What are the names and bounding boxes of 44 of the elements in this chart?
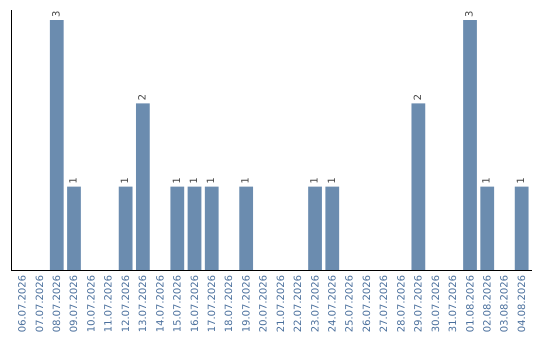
data-label: 1 <box>189 177 200 184</box>
x-tick-label: 18.07.2026 <box>224 275 236 332</box>
x-tick-label: 30.07.2026 <box>430 275 442 332</box>
data-label: 1 <box>482 177 493 184</box>
x-tick-label: 12.07.2026 <box>120 275 132 332</box>
x-tick-label: 28.07.2026 <box>396 275 408 332</box>
x-tick-label: 09.07.2026 <box>69 275 80 332</box>
x-tick-label: 17.07.2026 <box>206 275 218 332</box>
x-tick-label: 24.07.2026 <box>328 275 339 332</box>
data-label: 1 <box>326 177 338 184</box>
x-tick-label: 31.07.2026 <box>448 275 460 332</box>
data-label: 1 <box>516 177 528 184</box>
x-tick-label: 27.07.2026 <box>379 275 390 332</box>
x-tick-label: 20.07.2026 <box>258 275 270 332</box>
x-tick-label: 01.08.2026 <box>465 275 476 332</box>
data-label: 1 <box>68 177 80 184</box>
data-label: 3 <box>464 10 476 17</box>
x-tick-label: 29.07.2026 <box>414 275 425 332</box>
data-label: 3 <box>51 10 62 17</box>
x-tick-label: 06.07.2026 <box>18 275 29 332</box>
x-tick-label: 22.07.2026 <box>293 275 304 332</box>
x-tick-label: 03.08.2026 <box>500 275 511 332</box>
x-tick-label: 16.07.2026 <box>190 275 201 332</box>
data-label: 1 <box>172 177 183 184</box>
data-label: 1 <box>310 177 321 184</box>
x-tick-label: 15.07.2026 <box>172 275 184 332</box>
data-label: 2 <box>137 94 148 100</box>
x-tick-label: 14.07.2026 <box>155 275 166 332</box>
x-tick-label: 02.08.2026 <box>482 275 494 332</box>
x-tick-label: 19.07.2026 <box>241 275 252 332</box>
x-tick-label: 10.07.2026 <box>86 275 98 332</box>
x-tick-label: 21.07.2026 <box>276 275 287 332</box>
data-label: 1 <box>206 177 218 184</box>
x-tick-label: 13.07.2026 <box>138 275 150 332</box>
data-label: 1 <box>120 177 132 184</box>
data-label: 1 <box>240 177 252 184</box>
x-tick-label: 26.07.2026 <box>362 275 373 332</box>
data-label: 2 <box>412 94 424 100</box>
x-tick-label: 08.07.2026 <box>52 275 64 332</box>
x-tick-label: 25.07.2026 <box>344 275 356 332</box>
x-tick-label: 04.08.2026 <box>516 275 528 332</box>
x-tick-label: 07.07.2026 <box>34 275 46 332</box>
x-tick-label: 11.07.2026 <box>104 275 115 332</box>
x-tick-label: 23.07.2026 <box>310 275 322 332</box>
